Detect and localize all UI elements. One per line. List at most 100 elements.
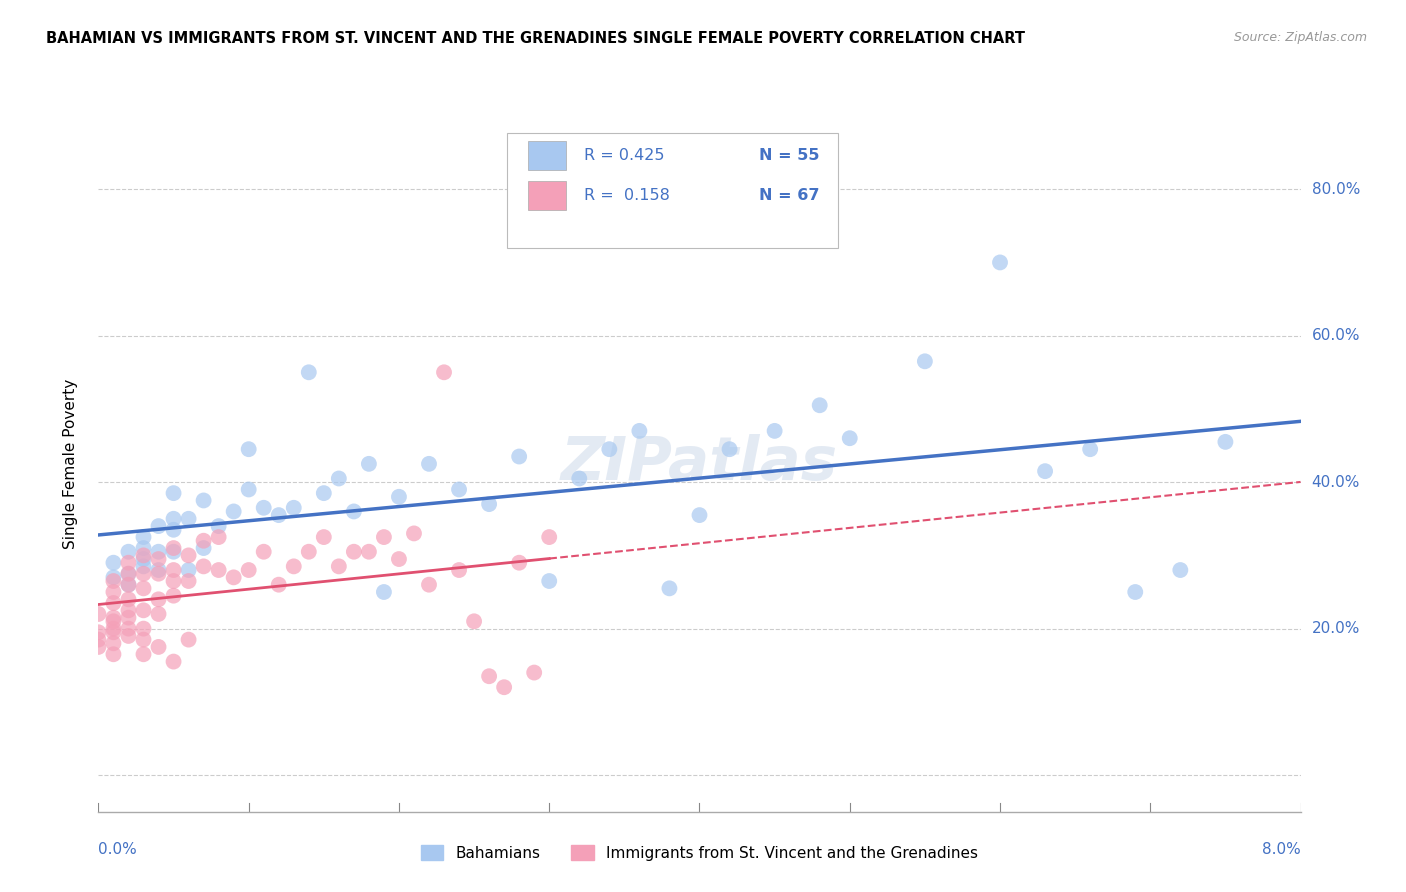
Point bbox=[523, 665, 546, 680]
Point bbox=[388, 552, 411, 566]
Point bbox=[117, 592, 139, 607]
Text: N = 55: N = 55 bbox=[759, 148, 820, 163]
Point bbox=[132, 647, 155, 661]
Point bbox=[1168, 563, 1191, 577]
Point bbox=[267, 577, 290, 591]
Point bbox=[132, 559, 155, 574]
Point bbox=[162, 589, 184, 603]
Point bbox=[148, 519, 170, 533]
FancyBboxPatch shape bbox=[527, 181, 567, 210]
Point bbox=[312, 530, 335, 544]
Point bbox=[148, 607, 170, 621]
Point bbox=[103, 574, 125, 588]
Point bbox=[1123, 585, 1146, 599]
Point bbox=[132, 530, 155, 544]
Point bbox=[162, 523, 184, 537]
Point bbox=[117, 629, 139, 643]
Point bbox=[103, 610, 125, 624]
Point bbox=[283, 500, 305, 515]
Point bbox=[132, 582, 155, 596]
Point bbox=[117, 610, 139, 624]
Point bbox=[298, 365, 321, 379]
Point bbox=[117, 556, 139, 570]
Point bbox=[148, 566, 170, 581]
Point bbox=[132, 603, 155, 617]
Point bbox=[267, 508, 290, 522]
Point bbox=[208, 530, 231, 544]
Point bbox=[298, 545, 321, 559]
Point bbox=[238, 442, 260, 457]
Point bbox=[177, 549, 200, 563]
Point bbox=[103, 556, 125, 570]
Text: R =  0.158: R = 0.158 bbox=[583, 188, 669, 202]
Point bbox=[162, 512, 184, 526]
Point bbox=[117, 566, 139, 581]
Point bbox=[117, 603, 139, 617]
Point bbox=[193, 541, 215, 555]
Point bbox=[117, 545, 139, 559]
Point bbox=[103, 596, 125, 610]
Point bbox=[162, 563, 184, 577]
Point bbox=[538, 574, 561, 588]
Point bbox=[162, 486, 184, 500]
Point bbox=[177, 512, 200, 526]
Point bbox=[87, 632, 110, 647]
Point bbox=[132, 552, 155, 566]
Legend: Bahamians, Immigrants from St. Vincent and the Grenadines: Bahamians, Immigrants from St. Vincent a… bbox=[415, 838, 984, 867]
Point bbox=[478, 497, 501, 511]
Point bbox=[718, 442, 741, 457]
Point bbox=[193, 533, 215, 548]
Point bbox=[162, 545, 184, 559]
Point bbox=[117, 577, 139, 591]
Point bbox=[373, 530, 395, 544]
Point bbox=[253, 545, 276, 559]
Point bbox=[1033, 464, 1056, 478]
Point bbox=[343, 504, 366, 518]
Point bbox=[222, 504, 245, 518]
Point bbox=[838, 431, 860, 445]
Point bbox=[103, 615, 125, 629]
Point bbox=[253, 500, 276, 515]
Point bbox=[132, 541, 155, 555]
Point bbox=[373, 585, 395, 599]
Text: 20.0%: 20.0% bbox=[1312, 621, 1360, 636]
Point bbox=[433, 365, 456, 379]
Text: ZIPatlas: ZIPatlas bbox=[561, 434, 838, 493]
Point bbox=[208, 563, 231, 577]
Text: R = 0.425: R = 0.425 bbox=[583, 148, 665, 163]
Text: N = 67: N = 67 bbox=[759, 188, 820, 202]
Text: 60.0%: 60.0% bbox=[1312, 328, 1360, 343]
Point bbox=[132, 622, 155, 636]
Point bbox=[328, 559, 350, 574]
Point bbox=[763, 424, 786, 438]
Point bbox=[103, 636, 125, 650]
Point bbox=[117, 566, 139, 581]
Point bbox=[658, 582, 681, 596]
Point bbox=[87, 625, 110, 640]
Point bbox=[598, 442, 620, 457]
Y-axis label: Single Female Poverty: Single Female Poverty bbox=[63, 379, 77, 549]
Point bbox=[238, 563, 260, 577]
Point bbox=[447, 483, 470, 497]
Point bbox=[1215, 434, 1237, 449]
Point bbox=[193, 559, 215, 574]
Point bbox=[162, 541, 184, 555]
Point bbox=[162, 574, 184, 588]
Point bbox=[418, 457, 440, 471]
Text: BAHAMIAN VS IMMIGRANTS FROM ST. VINCENT AND THE GRENADINES SINGLE FEMALE POVERTY: BAHAMIAN VS IMMIGRANTS FROM ST. VINCENT … bbox=[46, 31, 1025, 46]
Point bbox=[1078, 442, 1101, 457]
Point bbox=[328, 471, 350, 485]
Point bbox=[148, 640, 170, 654]
Point bbox=[357, 545, 380, 559]
Point bbox=[177, 632, 200, 647]
Point bbox=[193, 493, 215, 508]
Point bbox=[478, 669, 501, 683]
Point bbox=[508, 450, 530, 464]
Point bbox=[148, 552, 170, 566]
Point bbox=[177, 563, 200, 577]
Point bbox=[538, 530, 561, 544]
Point bbox=[132, 632, 155, 647]
Point bbox=[312, 486, 335, 500]
FancyBboxPatch shape bbox=[527, 141, 567, 170]
Point bbox=[343, 545, 366, 559]
